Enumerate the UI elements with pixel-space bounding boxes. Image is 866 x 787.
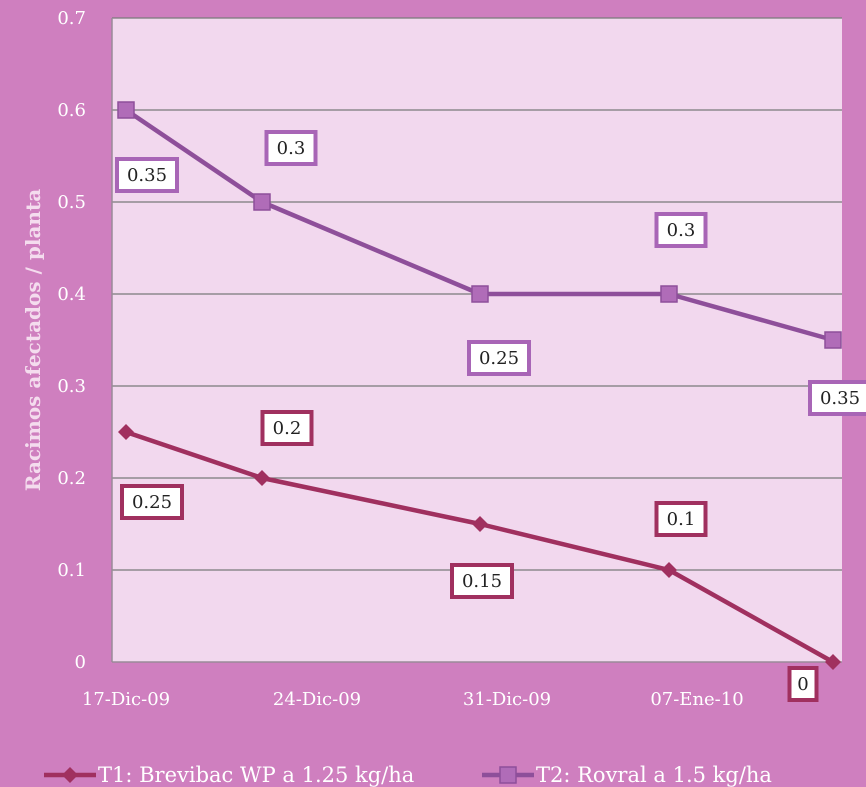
legend-marker <box>499 766 517 784</box>
data-point <box>118 424 134 440</box>
gridlines <box>112 17 842 571</box>
data-label: 0.2 <box>273 418 302 439</box>
y-tick-label: 0.6 <box>57 100 86 121</box>
x-tick-label: 24-Dic-09 <box>273 689 361 710</box>
data-label-box <box>808 380 866 416</box>
data-point <box>471 285 489 303</box>
data-label-box <box>260 410 314 446</box>
legend: T1: Brevibac WP a 1.25 kg/ha T2: Rovral a… <box>44 763 772 787</box>
series-group <box>117 101 842 670</box>
y-axis-label: Racimos afectados / planta <box>21 189 45 491</box>
data-point <box>660 285 678 303</box>
x-tick-label: 17-Dic-09 <box>82 689 170 710</box>
data-label-box <box>467 340 531 376</box>
x-tick-label: 07-Ene-10 <box>650 689 743 710</box>
x-tick-label: 31-Dic-09 <box>463 689 551 710</box>
data-point <box>824 331 842 349</box>
y-tick-label: 0.3 <box>57 376 86 397</box>
data-label-box <box>654 501 708 537</box>
data-point <box>825 654 841 670</box>
data-point <box>254 470 270 486</box>
data-labels: 0.25 0.2 0.15 0.1 0 0.35 0.3 0.25 0.3 0.35 <box>115 130 866 702</box>
data-label-box <box>450 563 514 599</box>
data-label: 0.35 <box>820 388 860 409</box>
data-label: 0.35 <box>127 165 167 186</box>
x-tick-labels: 17-Dic-09 24-Dic-09 31-Dic-09 07-Ene-10 <box>82 689 744 710</box>
data-point <box>661 562 677 578</box>
y-tick-label: 0.4 <box>57 284 86 305</box>
data-label-box <box>120 484 184 520</box>
data-label: 0.15 <box>462 571 502 592</box>
data-point <box>117 101 135 119</box>
legend-label-2: T2: Rovral a 1.5 kg/ha <box>536 763 772 787</box>
y-tick-label: 0.1 <box>57 560 86 581</box>
data-label: 0.1 <box>667 509 696 530</box>
y-tick-labels: 0 0.1 0.2 0.3 0.4 0.5 0.6 0.7 <box>57 8 86 673</box>
legend-label-1: T1: Brevibac WP a 1.25 kg/ha <box>98 763 414 787</box>
data-label: 0.25 <box>132 492 172 513</box>
data-point <box>253 193 271 211</box>
data-label-box <box>115 157 179 193</box>
data-label: 0.25 <box>479 348 519 369</box>
y-tick-label: 0.5 <box>57 192 86 213</box>
y-tick-label: 0 <box>75 652 86 673</box>
data-label: 0.3 <box>277 138 306 159</box>
y-tick-label: 0.7 <box>57 8 86 29</box>
data-label: 0.3 <box>667 220 696 241</box>
data-point <box>472 516 488 532</box>
data-label-box <box>787 666 819 702</box>
legend-marker <box>62 767 78 783</box>
data-label: 0 <box>797 674 808 695</box>
data-label-box <box>264 130 318 166</box>
data-label-box <box>654 212 708 248</box>
y-tick-label: 0.2 <box>57 468 86 489</box>
